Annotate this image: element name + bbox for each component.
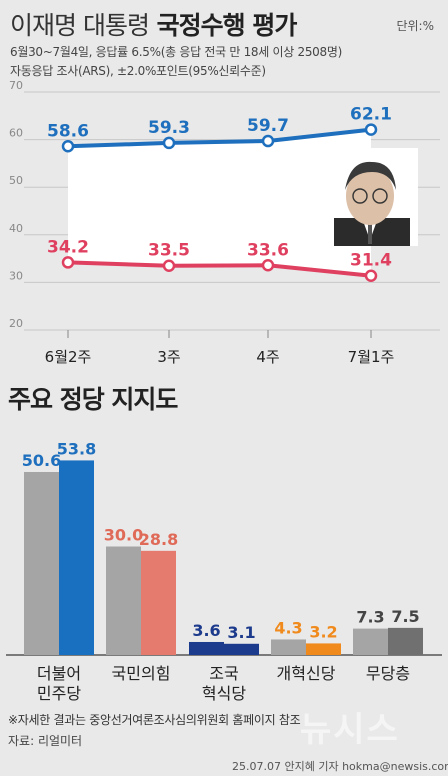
- data-label: 31.4: [350, 251, 392, 271]
- y-tick-label: 30: [9, 269, 23, 282]
- bar-value-label: 30.0: [104, 526, 143, 545]
- data-label: 58.6: [47, 121, 89, 141]
- x-tick-label: 3주: [157, 348, 180, 366]
- category-label: 무당층: [366, 664, 410, 683]
- bar: [306, 643, 341, 655]
- x-tick-label: 6월2주: [45, 348, 92, 366]
- category-label: 개혁신당: [277, 664, 336, 683]
- y-tick-label: 70: [9, 79, 23, 92]
- data-label: 34.2: [47, 237, 89, 257]
- data-point: [61, 140, 75, 153]
- credit-text: 25.07.07 안지혜 기자 hokma@newsis.com: [232, 760, 448, 773]
- newsis-watermark: 뉴시스: [300, 710, 400, 750]
- bar-value-label: 7.3: [356, 608, 384, 627]
- bar-value-label: 53.8: [57, 439, 96, 458]
- bar: [224, 643, 259, 655]
- data-point: [162, 136, 176, 150]
- bar: [271, 639, 306, 655]
- category-label: 국민의힘: [112, 664, 171, 683]
- portrait-glasses-right: [372, 188, 388, 204]
- y-tick-label: 50: [9, 174, 23, 187]
- y-tick-label: 20: [9, 317, 23, 330]
- data-point: [364, 269, 378, 282]
- portrait-hair: [345, 161, 396, 190]
- series-line: [67, 127, 372, 149]
- category-label: 조국: [209, 664, 238, 683]
- bar-value-label: 4.3: [274, 618, 302, 637]
- portrait-face: [346, 167, 394, 225]
- data-point: [61, 256, 75, 269]
- x-tick-label: 7월1주: [348, 348, 395, 366]
- party-support-title: 주요 정당 지지도: [8, 385, 178, 414]
- portrait-glasses-left: [352, 188, 368, 204]
- data-point: [261, 134, 275, 148]
- bar: [24, 471, 59, 655]
- data-label: 33.5: [148, 241, 190, 261]
- source-text: 자료: 리얼미터: [8, 734, 83, 748]
- x-tick-label: 4주: [256, 348, 279, 366]
- category-label: 혁식당: [202, 684, 246, 703]
- bar-value-label: 3.2: [309, 622, 337, 641]
- category-label: 더불어: [37, 664, 81, 683]
- bar: [189, 641, 224, 655]
- bar-value-label: 50.6: [22, 451, 61, 470]
- bar: [106, 546, 141, 655]
- unit-label: 단위:%: [396, 19, 434, 33]
- bar-value-label: 28.8: [139, 530, 178, 549]
- bar: [388, 627, 423, 655]
- chart-title: 이재명 대통령 국정수행 평가: [10, 6, 298, 42]
- title-part2: 국정수행 평가: [156, 11, 298, 40]
- data-label: 33.6: [247, 240, 289, 260]
- bar: [59, 460, 94, 655]
- y-tick-label: 60: [9, 127, 23, 140]
- bar-value-label: 3.6: [192, 621, 220, 640]
- series-line: [67, 260, 372, 278]
- data-point: [162, 259, 176, 272]
- title-part1: 이재명 대통령: [10, 11, 150, 40]
- data-point: [261, 259, 275, 272]
- bar-value-label: 7.5: [391, 607, 419, 626]
- footnote: ※자세한 결과는 중앙선거여론조사심의위원회 홈페이지 참조: [8, 713, 301, 727]
- survey-period-text: 6월30~7월4일, 응답률 6.5%(총 응답 전국 만 18세 이상 250…: [10, 45, 342, 59]
- data-label: 59.7: [247, 116, 289, 136]
- y-tick-label: 40: [9, 222, 23, 235]
- bar: [141, 550, 176, 655]
- bar: [353, 628, 388, 655]
- series-band: [68, 129, 371, 276]
- category-label: 민주당: [37, 684, 81, 703]
- data-label: 62.1: [350, 105, 392, 125]
- bar-value-label: 3.1: [227, 623, 255, 642]
- survey-method-text: 자동응답 조사(ARS), ±2.0%포인트(95%신뢰수준): [10, 64, 266, 78]
- data-label: 59.3: [148, 118, 190, 138]
- data-point: [364, 123, 378, 136]
